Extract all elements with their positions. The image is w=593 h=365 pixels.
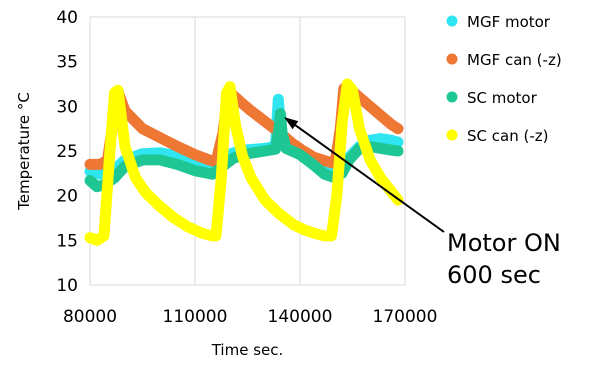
y-axis-label: Temperature °C	[15, 92, 33, 211]
x-tick-label: 170000	[373, 307, 438, 327]
legend-marker	[446, 91, 458, 103]
x-tick-label: 110000	[163, 307, 228, 327]
y-tick-label: 20	[56, 187, 78, 207]
series-line-3	[84, 108, 404, 193]
series-line-4	[84, 78, 404, 246]
plot-area	[89, 16, 406, 286]
annotation-text-line-1: Motor ON	[447, 229, 561, 257]
y-tick-label: 35	[56, 53, 78, 73]
legend-label: MGF can (-z)	[467, 51, 562, 69]
legend: MGF motor MGF can (-z) SC motor SC can (-z)	[446, 13, 562, 145]
legend-label: SC motor	[467, 89, 538, 107]
legend-marker	[446, 15, 458, 27]
annotation-text-line-2: 600 sec	[447, 261, 541, 289]
y-tick-label: 10	[56, 276, 78, 296]
motor-on-annotation: Motor ON 600 sec	[284, 117, 561, 289]
series-lines	[84, 78, 404, 246]
legend-label: SC can (-z)	[467, 127, 548, 145]
y-tick-label: 40	[56, 8, 78, 28]
x-tick-label: 140000	[268, 307, 333, 327]
x-tick-label: 80000	[63, 307, 117, 327]
legend-marker	[446, 129, 458, 141]
y-tick-label: 15	[56, 231, 78, 251]
x-axis-label: Time sec.	[211, 341, 284, 359]
y-tick-label: 25	[56, 142, 78, 162]
legend-label: MGF motor	[467, 13, 551, 31]
legend-marker	[446, 53, 458, 65]
y-tick-label: 30	[56, 97, 78, 117]
tick-labels: 10 15 20 25 30 35 40 80000 110000 140000 170000	[56, 8, 437, 327]
annotation-arrow	[284, 117, 445, 233]
